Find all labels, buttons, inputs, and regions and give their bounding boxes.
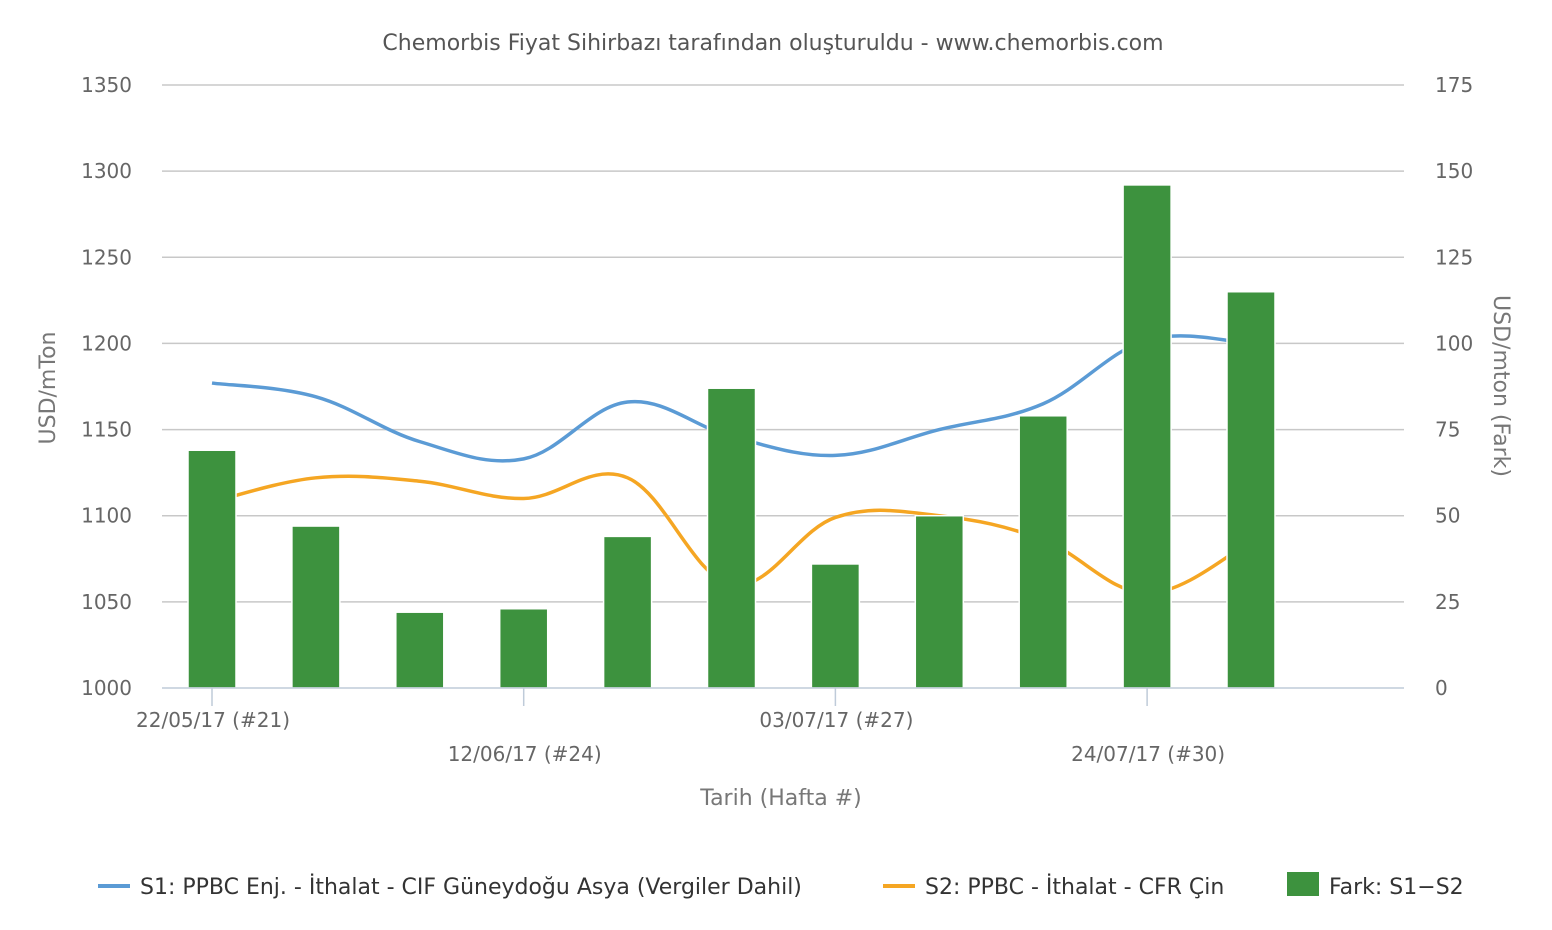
y-tick-label: 1350 [81, 73, 132, 97]
legend-label: S1: PPBC Enj. - İthalat - CIF Güneydoğu … [140, 874, 802, 900]
bar-fark [810, 563, 861, 689]
axis-layer: 1000 1050 1100 1150 1200 1250 1300 1350 0 25 50 75 1… [81, 73, 1473, 766]
y2-tick-label: 0 [1435, 676, 1448, 700]
legend-item-fark: Fark: S1−S2 [1287, 872, 1464, 900]
y2-tick-label: 175 [1435, 73, 1473, 97]
y-tick-label: 1200 [81, 331, 132, 355]
y-tick-label: 1000 [81, 676, 132, 700]
legend-label: Fark: S1−S2 [1329, 875, 1464, 900]
bar-fark [498, 607, 549, 689]
legend: S1: PPBC Enj. - İthalat - CIF Güneydoğu … [98, 872, 1464, 900]
chart-title: Chemorbis Fiyat Sihirbazı tarafından olu… [382, 31, 1163, 56]
y2-tick-label: 25 [1435, 590, 1460, 614]
bar-fark [1122, 184, 1172, 689]
x-axis-title: Tarih (Hafta #) [699, 786, 861, 811]
bar-fark [914, 514, 965, 689]
y-tick-label: 1100 [81, 504, 132, 528]
bar-fark [1226, 290, 1276, 689]
x-tick-label: 03/07/17 (#27) [759, 708, 913, 732]
bar-fark [291, 525, 341, 689]
y-axis-title: USD/mTon [36, 332, 61, 445]
y-tick-label: 1150 [81, 418, 132, 442]
x-tick-label: 24/07/17 (#30) [1071, 742, 1225, 766]
y2-tick-label: 150 [1435, 159, 1473, 183]
legend-item-s2: S2: PPBC - İthalat - CFR Çin [883, 874, 1224, 900]
legend-item-s1: S1: PPBC Enj. - İthalat - CIF Güneydoğu … [98, 874, 802, 900]
y2-tick-label: 100 [1435, 331, 1473, 355]
bar-fark [706, 387, 757, 689]
legend-label: S2: PPBC - İthalat - CFR Çin [925, 874, 1224, 900]
y2-axis-title: USD/mton (Fark) [1488, 295, 1513, 477]
bar-fark [187, 449, 237, 689]
bar-fark [1018, 415, 1068, 689]
y-tick-label: 1250 [81, 245, 132, 269]
grid-layer [162, 84, 1404, 603]
y-tick-label: 1050 [81, 590, 132, 614]
bar-fark [602, 535, 653, 689]
bar-layer [187, 184, 1276, 689]
legend-bar-swatch [1287, 872, 1319, 896]
bar-fark [395, 611, 445, 689]
y-tick-label: 1300 [81, 159, 132, 183]
y2-tick-label: 125 [1435, 245, 1473, 269]
y2-tick-label: 50 [1435, 504, 1460, 528]
y2-tick-label: 75 [1435, 418, 1460, 442]
x-tick-label: 12/06/17 (#24) [448, 742, 602, 766]
x-tick-label: 22/05/17 (#21) [136, 708, 290, 732]
